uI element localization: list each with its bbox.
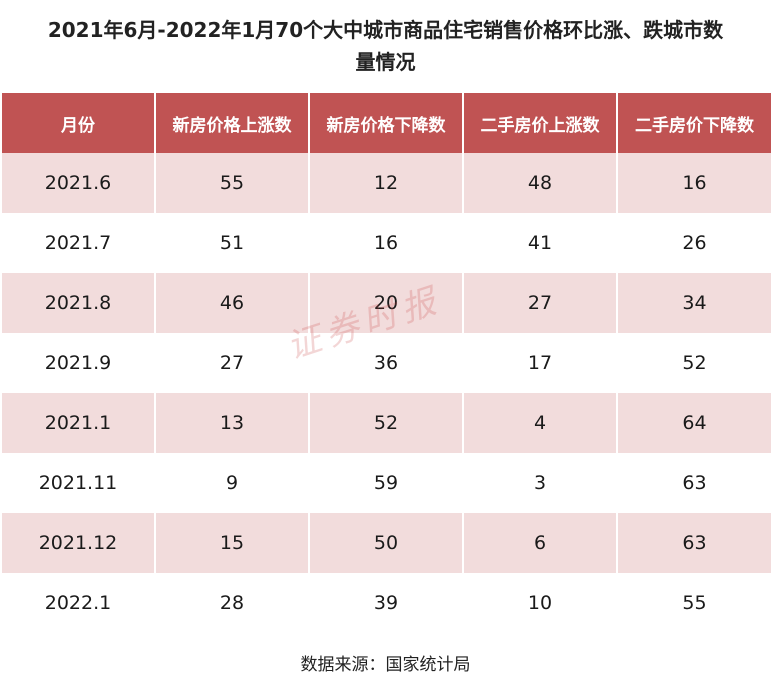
data-table: 月份 新房价格上涨数 新房价格下降数 二手房价上涨数 二手房价下降数 2021.… (0, 93, 771, 633)
table-cell: 2021.12 (0, 513, 156, 573)
chart-title-line1: 2021年6月-2022年1月70个大中城市商品住宅销售价格环比涨、跌城市数 (47, 18, 724, 42)
table-cell: 27 (462, 273, 618, 333)
table-cell: 2021.9 (0, 333, 156, 393)
column-header-used-up: 二手房价上涨数 (462, 93, 618, 153)
table-row: 2022.1 28 39 10 55 (0, 573, 771, 633)
table-cell: 4 (462, 393, 618, 453)
table-cell: 36 (308, 333, 464, 393)
table-cell: 13 (154, 393, 310, 453)
table-cell: 12 (308, 153, 464, 213)
chart-title-line2: 量情况 (355, 50, 416, 74)
table-cell: 16 (616, 153, 771, 213)
table-cell: 55 (616, 573, 771, 633)
table-cell: 48 (462, 153, 618, 213)
table-cell: 59 (308, 453, 464, 513)
column-header-used-down: 二手房价下降数 (616, 93, 771, 153)
table-cell: 9 (154, 453, 310, 513)
table-cell: 46 (154, 273, 310, 333)
table-cell: 28 (154, 573, 310, 633)
table-cell: 2021.6 (0, 153, 156, 213)
table-header-row: 月份 新房价格上涨数 新房价格下降数 二手房价上涨数 二手房价下降数 (0, 93, 771, 153)
table-cell: 16 (308, 213, 464, 273)
table-row: 2021.9 27 36 17 52 (0, 333, 771, 393)
table-row: 2021.6 55 12 48 16 (0, 153, 771, 213)
table-cell: 26 (616, 213, 771, 273)
table-cell: 2022.1 (0, 573, 156, 633)
table-cell: 20 (308, 273, 464, 333)
table-cell: 10 (462, 573, 618, 633)
table-row: 2021.8 46 20 27 34 (0, 273, 771, 333)
table-cell: 63 (616, 513, 771, 573)
table-cell: 15 (154, 513, 310, 573)
table-cell: 64 (616, 393, 771, 453)
table-cell: 2021.1 (0, 393, 156, 453)
table-cell: 51 (154, 213, 310, 273)
table-cell: 50 (308, 513, 464, 573)
table-cell: 34 (616, 273, 771, 333)
table-row: 2021.7 51 16 41 26 (0, 213, 771, 273)
table-cell: 52 (308, 393, 464, 453)
chart-title: 2021年6月-2022年1月70个大中城市商品住宅销售价格环比涨、跌城市数 量… (0, 14, 771, 78)
table-cell: 63 (616, 453, 771, 513)
table-cell: 27 (154, 333, 310, 393)
table-row: 2021.11 9 59 3 63 (0, 453, 771, 513)
table-cell: 2021.11 (0, 453, 156, 513)
table-cell: 6 (462, 513, 618, 573)
table-cell: 55 (154, 153, 310, 213)
column-header-new-up: 新房价格上涨数 (154, 93, 310, 153)
table-cell: 41 (462, 213, 618, 273)
column-header-month: 月份 (0, 93, 156, 153)
table-row: 2021.12 15 50 6 63 (0, 513, 771, 573)
column-header-new-down: 新房价格下降数 (308, 93, 464, 153)
table-row: 2021.1 13 52 4 64 (0, 393, 771, 453)
table-cell: 3 (462, 453, 618, 513)
source-note: 数据来源：国家统计局 (300, 655, 471, 675)
table-cell: 39 (308, 573, 464, 633)
table-cell: 52 (616, 333, 771, 393)
table-cell: 2021.7 (0, 213, 156, 273)
table-cell: 2021.8 (0, 273, 156, 333)
table-cell: 17 (462, 333, 618, 393)
